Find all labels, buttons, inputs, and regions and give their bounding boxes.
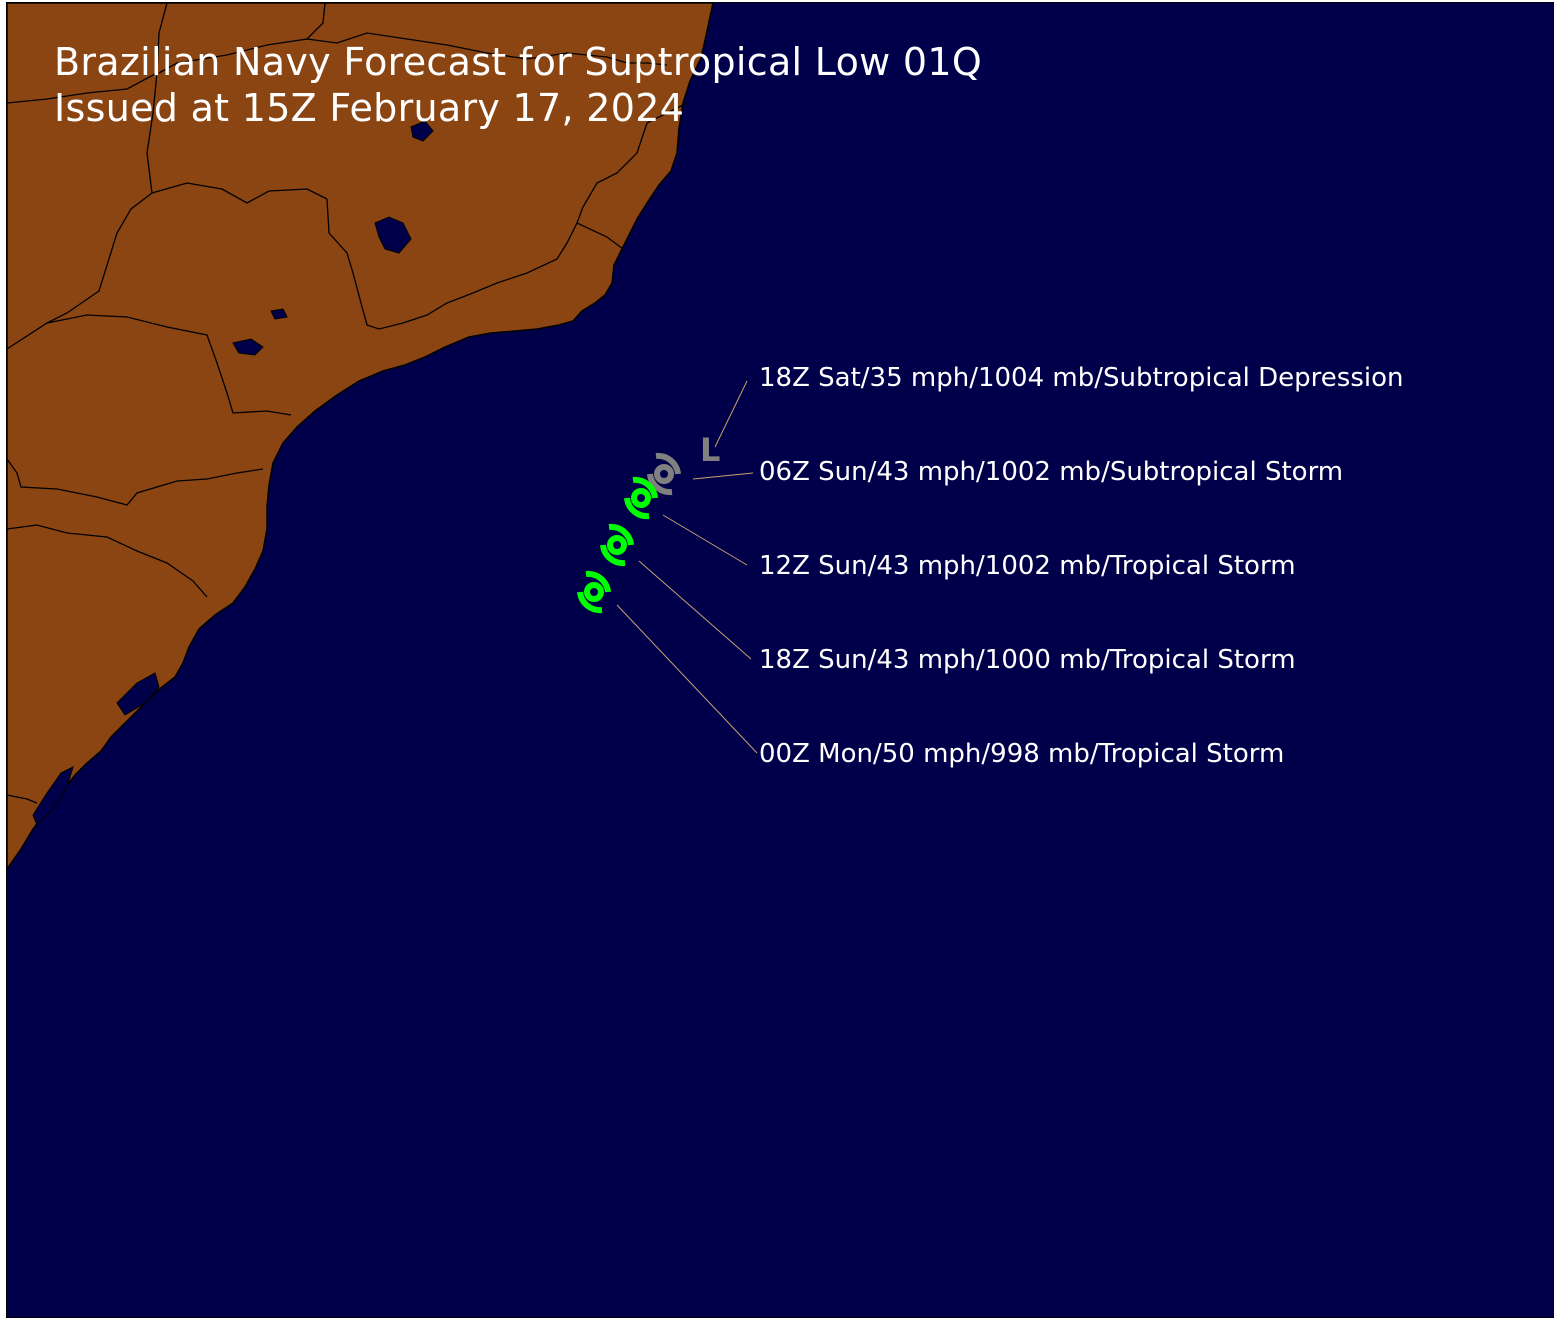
state-borders: [7, 3, 688, 804]
lagoon: [32, 766, 74, 826]
lake: [410, 120, 434, 142]
forecast-label: 18Z Sat/35 mph/1004 mb/Subtropical Depre…: [759, 363, 1404, 393]
map-canvas: L: [7, 3, 1553, 1317]
lake: [232, 338, 264, 356]
map-title: Brazilian Navy Forecast for Suptropical …: [54, 40, 983, 84]
land-mass: [7, 3, 714, 871]
lagoon: [116, 672, 160, 716]
forecast-label: 06Z Sun/43 mph/1002 mb/Subtropical Storm: [759, 457, 1344, 487]
low-marker-icon: L: [700, 431, 720, 469]
lake: [270, 308, 288, 320]
tropical-storm-icon: [600, 523, 634, 567]
tropical-storm-icon: [577, 570, 611, 614]
subtropical-storm-icon: [647, 452, 681, 496]
forecast-map: L Brazilian Navy Forecast for Suptropica…: [6, 2, 1554, 1318]
issued-time: Issued at 15Z February 17, 2024: [54, 86, 685, 130]
forecast-label: 18Z Sun/43 mph/1000 mb/Tropical Storm: [759, 645, 1296, 675]
lake: [374, 216, 412, 254]
forecast-label: 00Z Mon/50 mph/998 mb/Tropical Storm: [759, 739, 1285, 769]
leader-lines: [616, 380, 758, 754]
forecast-label: 12Z Sun/43 mph/1002 mb/Tropical Storm: [759, 551, 1296, 581]
tropical-storm-icon: [624, 476, 658, 520]
